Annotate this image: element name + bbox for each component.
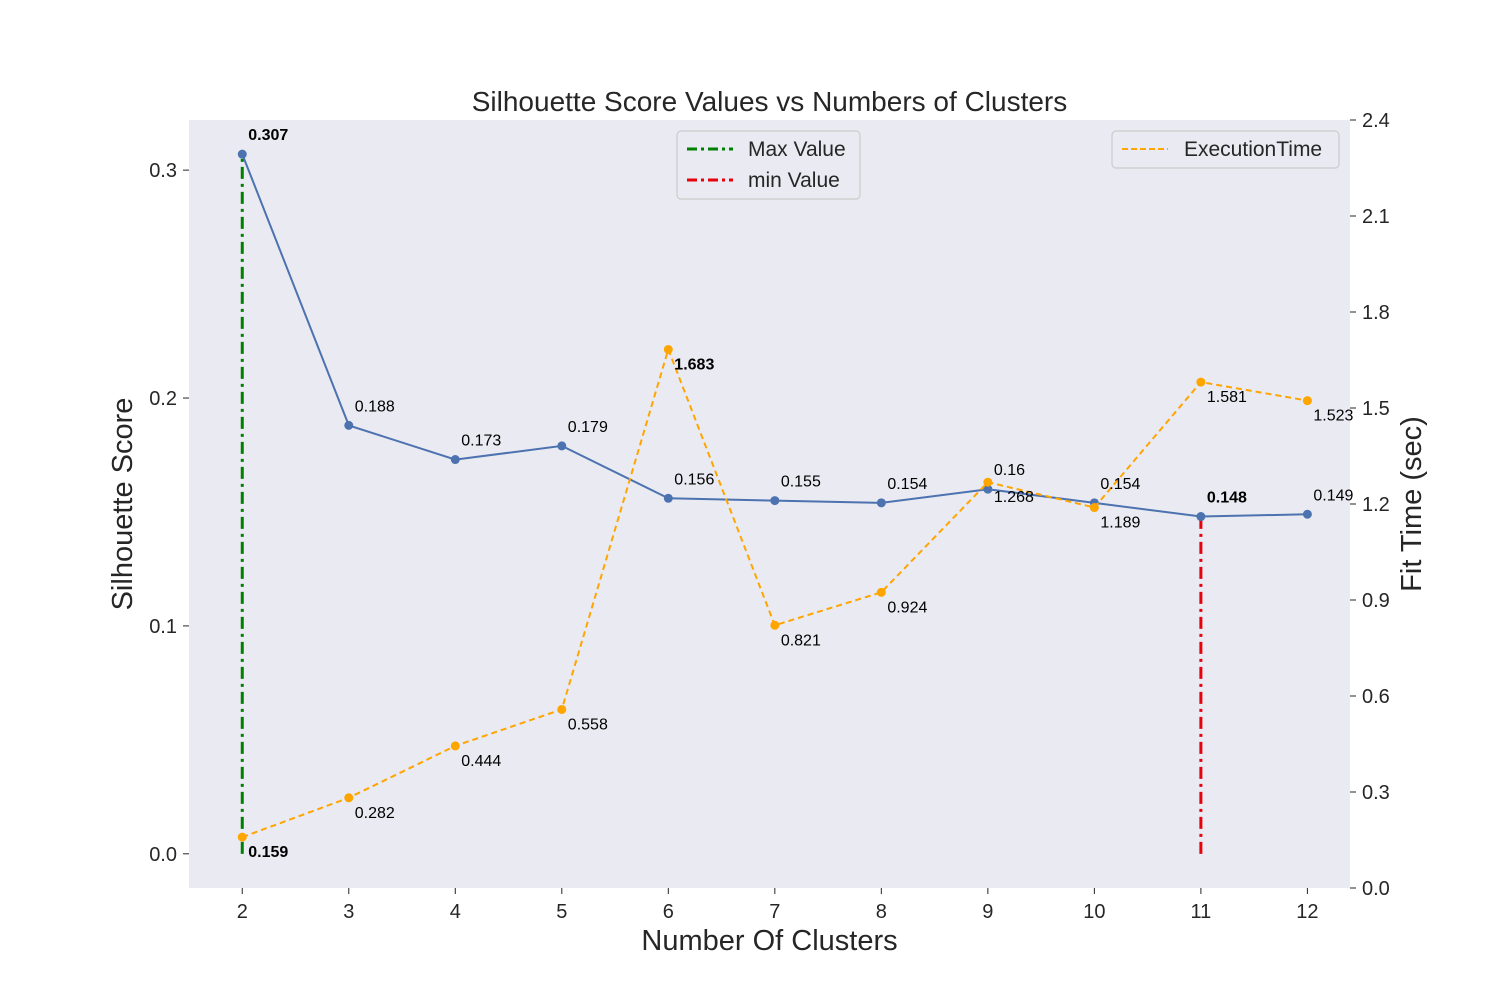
- y2-axis-label: Fit Time (sec): [1396, 416, 1428, 592]
- silhouette-value-label: 0.173: [461, 433, 501, 450]
- silhouette-point: [1196, 512, 1206, 522]
- silhouette-point: [1302, 509, 1312, 519]
- executiontime-point: [237, 832, 247, 842]
- x-axis-ticks: 2 3 4 5 6 7 8 9 10 11 12: [237, 888, 1319, 923]
- legend-reference: Max Value min Value: [676, 130, 861, 200]
- executiontime-value-label: 0.821: [781, 632, 821, 649]
- silhouette-point: [663, 493, 673, 503]
- silhouette-point: [344, 420, 354, 430]
- x-axis-label: Number Of Clusters: [641, 925, 897, 957]
- silhouette-value-label: 0.16: [994, 462, 1025, 479]
- silhouette-value-label: 0.179: [568, 419, 608, 436]
- silhouette-point: [770, 496, 780, 506]
- y2-tick-label: 0.9: [1362, 590, 1390, 612]
- reference-lines: [240, 154, 1203, 854]
- executiontime-value-label: 0.159: [248, 844, 288, 861]
- legend-min-label: min Value: [748, 169, 840, 192]
- executiontime-value-label: 1.523: [1313, 408, 1353, 425]
- executiontime-point: [450, 741, 460, 751]
- silhouette-value-label: 0.154: [887, 476, 927, 493]
- executiontime-point: [1089, 503, 1099, 513]
- y2-tick-label: 2.4: [1362, 110, 1390, 132]
- executiontime-value-label: 0.558: [568, 716, 608, 733]
- x-tick-label: 11: [1190, 901, 1211, 923]
- y-tick-label: 0.3: [149, 160, 177, 182]
- x-tick-label: 7: [769, 901, 780, 923]
- x-tick-label: 9: [982, 901, 993, 923]
- silhouette-value-label: 0.149: [1313, 487, 1353, 504]
- executiontime-value-label: 0.282: [355, 805, 395, 822]
- x-tick-label: 10: [1083, 901, 1105, 923]
- legend-max-label: Max Value: [748, 138, 846, 161]
- chart-title: Silhouette Score Values vs Numbers of Cl…: [472, 86, 1068, 117]
- y2-tick-label: 1.8: [1362, 302, 1390, 324]
- executiontime-point: [557, 704, 567, 714]
- executiontime-value-label: 1.581: [1207, 389, 1247, 406]
- y-tick-label: 0.2: [149, 388, 177, 410]
- y2-tick-label: 0.3: [1362, 782, 1390, 804]
- executiontime-point: [1196, 377, 1206, 387]
- silhouette-point: [557, 441, 567, 451]
- silhouette-point: [450, 455, 460, 465]
- x-tick-label: 3: [343, 901, 354, 923]
- x-tick-label: 5: [556, 901, 567, 923]
- y2-tick-label: 1.2: [1362, 494, 1390, 516]
- silhouette-point: [983, 484, 993, 494]
- y2-tick-label: 2.1: [1362, 206, 1390, 228]
- x-tick-label: 2: [237, 901, 248, 923]
- silhouette-value-label: 0.307: [248, 127, 288, 144]
- x-tick-label: 4: [450, 901, 461, 923]
- x-tick-label: 6: [663, 901, 674, 923]
- data-labels: 0.307 0.188 0.173 0.179 0.156 0.155 0.154 0.16 0…: [248, 127, 1353, 861]
- y-axis-ticks: 0.0 0.1 0.2 0.3: [149, 160, 189, 866]
- y2-tick-label: 0.0: [1362, 878, 1390, 900]
- silhouette-value-label: 0.155: [781, 474, 821, 491]
- executiontime-point: [663, 344, 673, 354]
- executiontime-point: [876, 587, 886, 597]
- series-layer: [237, 149, 1312, 842]
- x-tick-label: 8: [876, 901, 887, 923]
- legend-series: ExecutionTime: [1111, 130, 1340, 169]
- executiontime-value-label: 1.189: [1100, 515, 1140, 532]
- executiontime-value-label: 1.683: [674, 356, 714, 373]
- legend-executiontime-label: ExecutionTime: [1184, 138, 1322, 161]
- y2-tick-label: 1.5: [1362, 398, 1390, 420]
- executiontime-value-label: 0.924: [887, 599, 927, 616]
- y-tick-label: 0.0: [149, 844, 177, 866]
- silhouette-point: [237, 149, 247, 159]
- y-axis-label: Silhouette Score: [107, 398, 139, 611]
- y2-axis-ticks: 0.0 0.3 0.6 0.9 1.2 1.5 1.8 2.1 2.4: [1350, 110, 1390, 900]
- x-tick-label: 12: [1296, 901, 1318, 923]
- y-tick-label: 0.1: [149, 616, 177, 638]
- silhouette-value-label: 0.154: [1100, 476, 1140, 493]
- executiontime-value-label: 0.444: [461, 753, 501, 770]
- legend-series-frame: [1111, 130, 1340, 169]
- executiontime-point: [344, 793, 354, 803]
- executiontime-point: [1302, 396, 1312, 406]
- plot-background: [189, 120, 1350, 888]
- y2-tick-label: 0.6: [1362, 686, 1390, 708]
- executiontime-value-label: 1.268: [994, 489, 1034, 506]
- silhouette-point: [876, 498, 886, 508]
- silhouette-value-label: 0.156: [674, 471, 714, 488]
- silhouette-value-label: 0.148: [1207, 490, 1247, 507]
- executiontime-point: [983, 477, 993, 487]
- executiontime-point: [770, 620, 780, 630]
- silhouette-value-label: 0.188: [355, 398, 395, 415]
